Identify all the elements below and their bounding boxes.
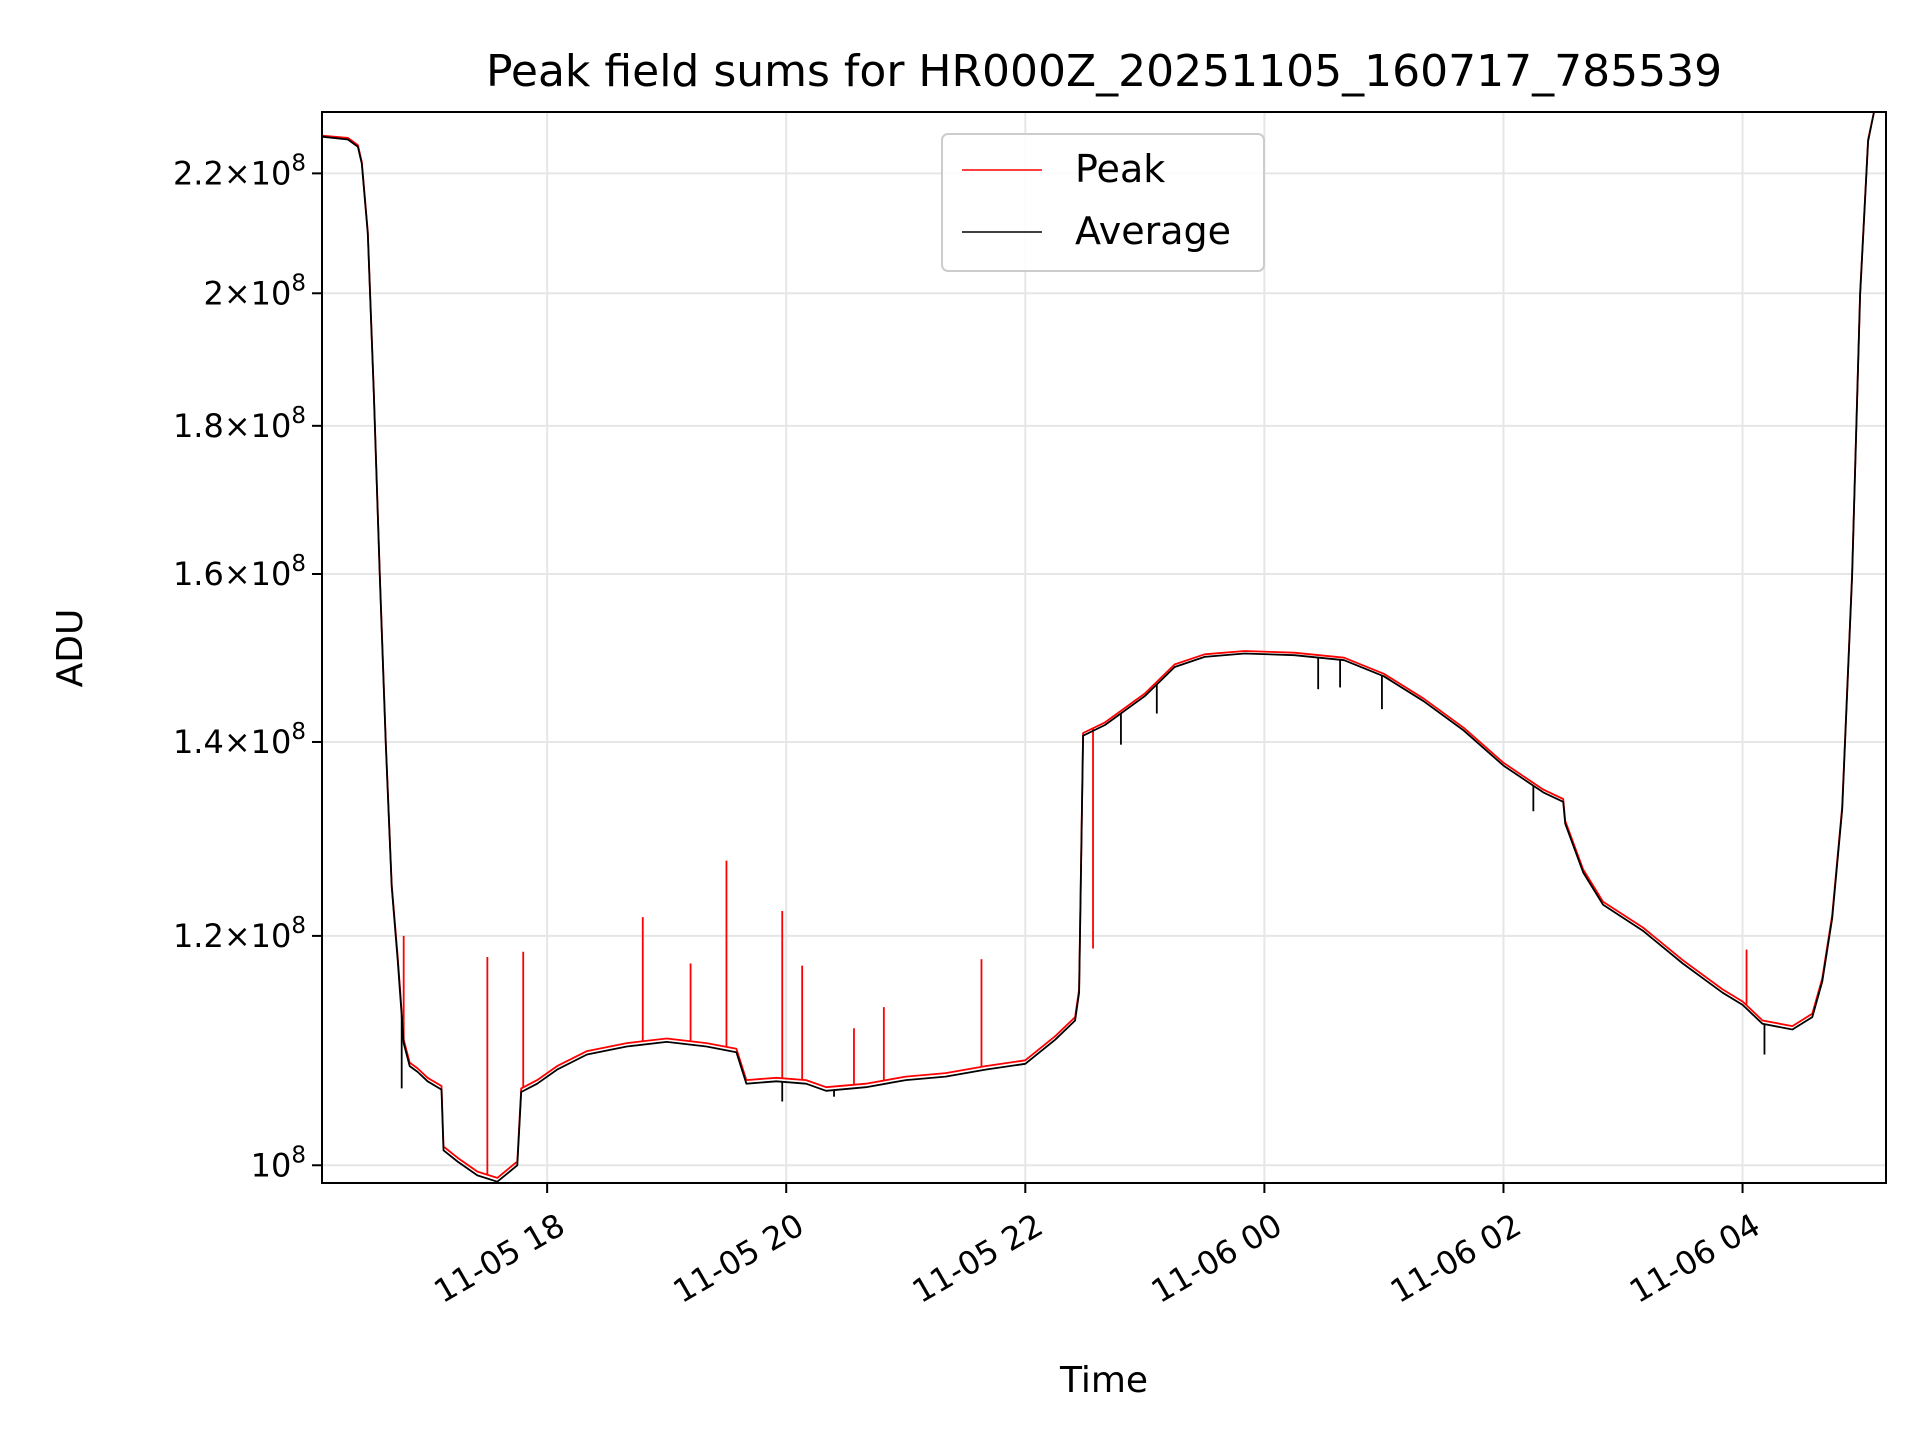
y-tick-labels: 108 1.2×108 1.4×108 1.6×108 1.8×108 2×108 2.2×… bbox=[173, 150, 306, 1184]
y-tick-label: 1.2×108 bbox=[173, 913, 306, 955]
y-tick-label: 2×108 bbox=[203, 270, 306, 312]
legend-label-average: Average bbox=[1075, 209, 1231, 253]
x-axis-label: Time bbox=[1059, 1360, 1148, 1401]
grid bbox=[322, 112, 1886, 1183]
y-tick-label: 108 bbox=[251, 1142, 306, 1184]
legend-label-peak: Peak bbox=[1075, 147, 1165, 191]
y-tick-label: 1.6×108 bbox=[173, 551, 306, 593]
y-tick-label: 2.2×108 bbox=[173, 150, 306, 192]
y-tick-label: 1.8×108 bbox=[173, 403, 306, 445]
legend-box bbox=[941, 133, 1265, 272]
plot-frame bbox=[321, 111, 1887, 1184]
series-line-average bbox=[321, 111, 1875, 1183]
series-lines bbox=[321, 111, 1875, 1183]
y-axis-label: ADU bbox=[50, 609, 91, 688]
series-line-peak bbox=[321, 111, 1875, 1179]
y-tick-label: 1.4×108 bbox=[173, 719, 306, 761]
legend: Peak Average bbox=[941, 133, 1265, 272]
chart-title: Peak field sums for HR000Z_20251105_1607… bbox=[486, 46, 1722, 97]
axis-ticks bbox=[312, 172, 1744, 1193]
